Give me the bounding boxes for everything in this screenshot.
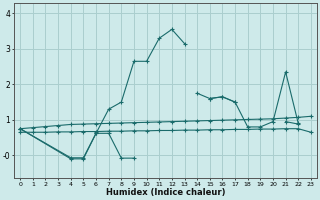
X-axis label: Humidex (Indice chaleur): Humidex (Indice chaleur) [106, 188, 225, 197]
